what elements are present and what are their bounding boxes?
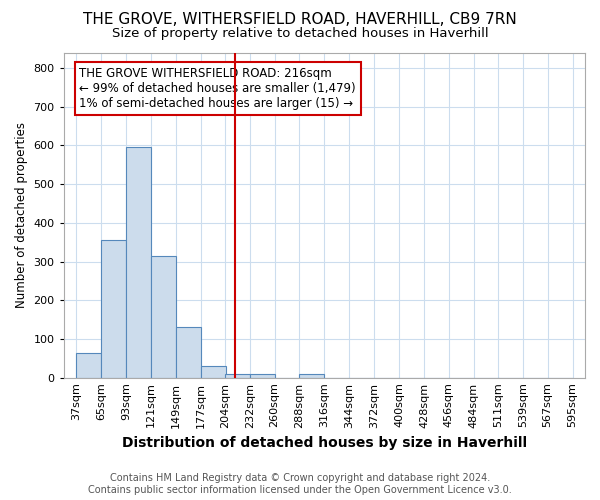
Y-axis label: Number of detached properties: Number of detached properties [15,122,28,308]
Bar [250,374,275,378]
Bar [176,328,201,378]
X-axis label: Distribution of detached houses by size in Haverhill: Distribution of detached houses by size … [122,436,527,450]
Bar [76,352,101,378]
Bar [299,374,325,378]
Bar [101,240,126,378]
Bar [225,374,250,378]
Bar [151,256,176,378]
Text: THE GROVE WITHERSFIELD ROAD: 216sqm
← 99% of detached houses are smaller (1,479): THE GROVE WITHERSFIELD ROAD: 216sqm ← 99… [79,67,356,110]
Text: Contains HM Land Registry data © Crown copyright and database right 2024.
Contai: Contains HM Land Registry data © Crown c… [88,474,512,495]
Text: THE GROVE, WITHERSFIELD ROAD, HAVERHILL, CB9 7RN: THE GROVE, WITHERSFIELD ROAD, HAVERHILL,… [83,12,517,28]
Bar [201,366,226,378]
Text: Size of property relative to detached houses in Haverhill: Size of property relative to detached ho… [112,28,488,40]
Bar [126,148,151,378]
